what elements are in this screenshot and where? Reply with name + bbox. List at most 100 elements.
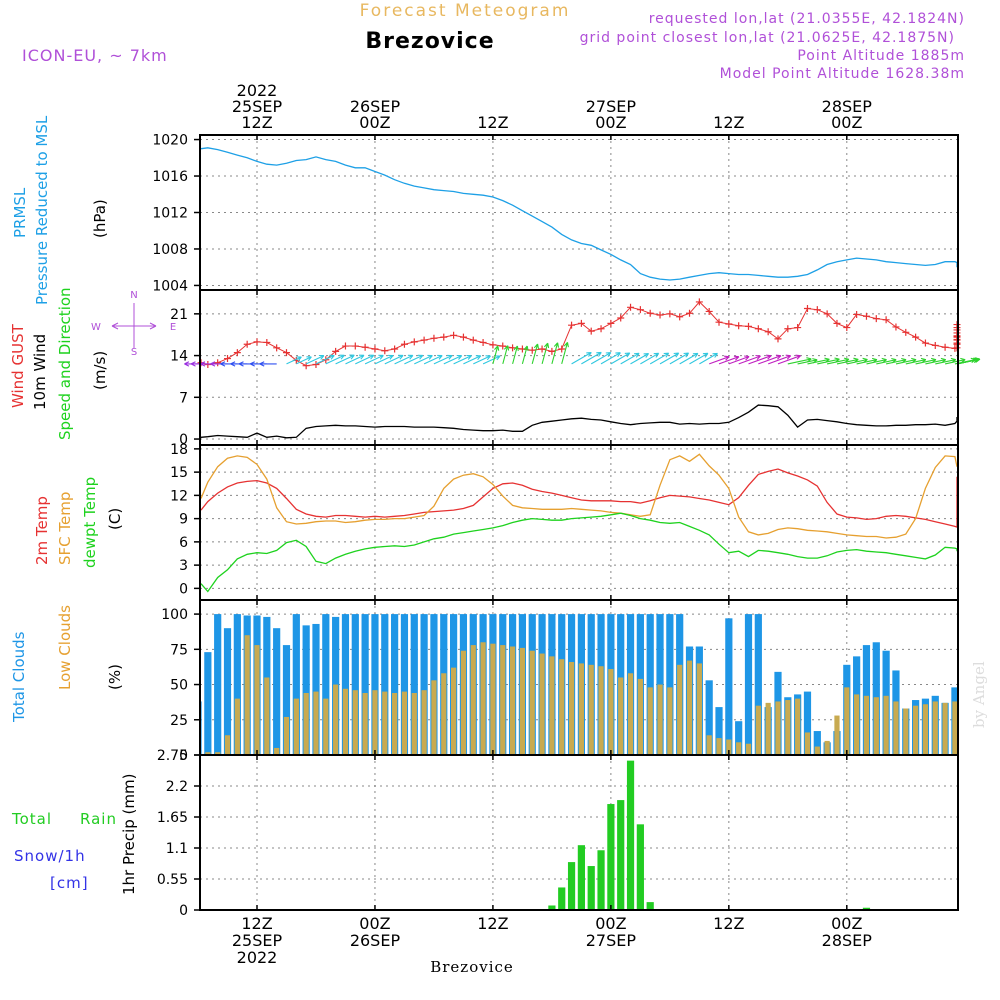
time-label: 12Z xyxy=(477,113,508,132)
gust-point xyxy=(597,325,605,333)
low-clouds-bar xyxy=(903,708,909,755)
low-clouds-bar xyxy=(578,663,584,755)
low-clouds-bar xyxy=(716,738,722,755)
gust-point xyxy=(224,355,232,363)
wind-direction-arrow xyxy=(728,355,750,365)
point-altitude: Point Altitude 1885m xyxy=(797,48,965,64)
wind-direction-arrow xyxy=(768,354,792,365)
time-label: 28SEP xyxy=(822,97,873,116)
requested-coords: requested lon,lat (21.0355E, 42.1824N) xyxy=(649,11,965,27)
time-label: 2022 xyxy=(237,81,278,100)
gust-point xyxy=(214,359,222,367)
gust-point xyxy=(862,312,870,320)
low-clouds-bar xyxy=(323,698,329,755)
low-clouds-bar xyxy=(804,732,811,755)
low-clouds-bar xyxy=(608,669,614,755)
gust-point xyxy=(528,346,536,354)
low-clouds-bar xyxy=(549,656,555,755)
wind-direction-arrow xyxy=(286,356,302,365)
low-clouds-bar xyxy=(932,701,938,755)
rain-bar xyxy=(636,824,644,910)
low-clouds-bar xyxy=(352,690,358,755)
footer-location: Brezovice xyxy=(430,958,514,976)
wind-direction-arrow xyxy=(561,341,569,365)
total-clouds-bar xyxy=(666,614,674,755)
y-tick-label: 100 xyxy=(161,607,188,623)
gust-point xyxy=(351,342,359,350)
wind-speed-line xyxy=(200,404,958,439)
low-clouds-bar xyxy=(401,691,408,755)
wind-direction-arrow xyxy=(669,352,690,365)
low-clouds-bar xyxy=(785,700,791,755)
time-label: 28SEP xyxy=(822,931,873,950)
low-clouds-bar xyxy=(293,698,299,755)
low-clouds-bar xyxy=(637,678,643,755)
total-clouds-bar xyxy=(391,614,399,755)
low-clouds-bar xyxy=(431,680,437,755)
time-label: 00Z xyxy=(595,914,626,933)
rain-bar xyxy=(548,905,556,910)
wind-direction-arrow xyxy=(581,351,602,365)
chart-title: Forecast Meteogram xyxy=(360,1,571,21)
time-label: 27SEP xyxy=(586,97,637,116)
gust-point xyxy=(204,361,212,369)
gust-point xyxy=(941,343,949,351)
wind-direction-arrow xyxy=(709,355,730,365)
wind-direction-arrow xyxy=(433,354,453,365)
time-label: 25SEP xyxy=(232,931,283,950)
wind-speed-direction-label: Speed and Direction xyxy=(56,287,74,440)
gust-point xyxy=(450,331,458,339)
compass-east: E xyxy=(170,322,176,333)
y-tick-label: 1008 xyxy=(152,242,188,258)
wind-direction-arrow xyxy=(473,355,491,365)
low-clouds-bar xyxy=(254,645,260,755)
y-tick-label: 3 xyxy=(179,558,188,574)
low-clouds-bar xyxy=(274,747,280,755)
gust-point xyxy=(430,334,438,342)
gust-point xyxy=(273,344,281,352)
wind-direction-arrow xyxy=(689,352,709,365)
precip-legend-snow: Snow/1h xyxy=(14,847,86,865)
low-clouds-bar xyxy=(382,691,388,755)
gust-point xyxy=(774,335,782,343)
y-tick-label: 0 xyxy=(179,903,188,919)
gust-point xyxy=(656,311,664,319)
wind-direction-arrow xyxy=(699,352,718,365)
low-clouds-label: Low Clouds xyxy=(56,605,74,690)
rain-bar xyxy=(577,845,585,910)
gust-point xyxy=(715,318,723,326)
gust-point xyxy=(686,309,694,317)
wind-direction-arrow xyxy=(443,354,463,365)
low-clouds-bar xyxy=(470,645,476,755)
location-title: Brezovice xyxy=(365,29,494,54)
gust-point xyxy=(735,322,743,330)
gust-point xyxy=(400,340,408,348)
gust-point xyxy=(931,341,939,349)
low-clouds-bar xyxy=(559,659,565,755)
temp-sfc-label: SFC Temp xyxy=(56,492,74,565)
wind-direction-arrow xyxy=(571,351,592,365)
total-clouds-bar xyxy=(282,645,291,755)
wind-direction-arrow xyxy=(453,354,472,365)
rain-bar xyxy=(646,902,654,910)
total-clouds-bar xyxy=(656,614,664,755)
time-label: 27SEP xyxy=(586,931,637,950)
gust-point xyxy=(872,315,880,323)
wind-direction-arrow xyxy=(758,354,782,365)
total-clouds-bar xyxy=(715,707,723,755)
time-label: 12Z xyxy=(713,113,744,132)
total-clouds-bar xyxy=(292,614,300,755)
low-clouds-bar xyxy=(421,690,427,755)
wind-direction-arrow xyxy=(777,354,801,365)
gust-point xyxy=(666,310,674,318)
total-clouds-bar xyxy=(273,628,281,755)
low-clouds-bar xyxy=(411,693,417,755)
wind-10m-label: 10m Wind xyxy=(31,334,49,410)
low-clouds-bar xyxy=(224,735,231,755)
gust-point xyxy=(745,322,752,330)
gust-point xyxy=(263,338,271,346)
gust-line xyxy=(200,301,958,367)
wind-direction-arrow xyxy=(600,352,621,365)
y-tick-label: 75 xyxy=(170,642,188,658)
low-clouds-bar xyxy=(283,716,290,755)
